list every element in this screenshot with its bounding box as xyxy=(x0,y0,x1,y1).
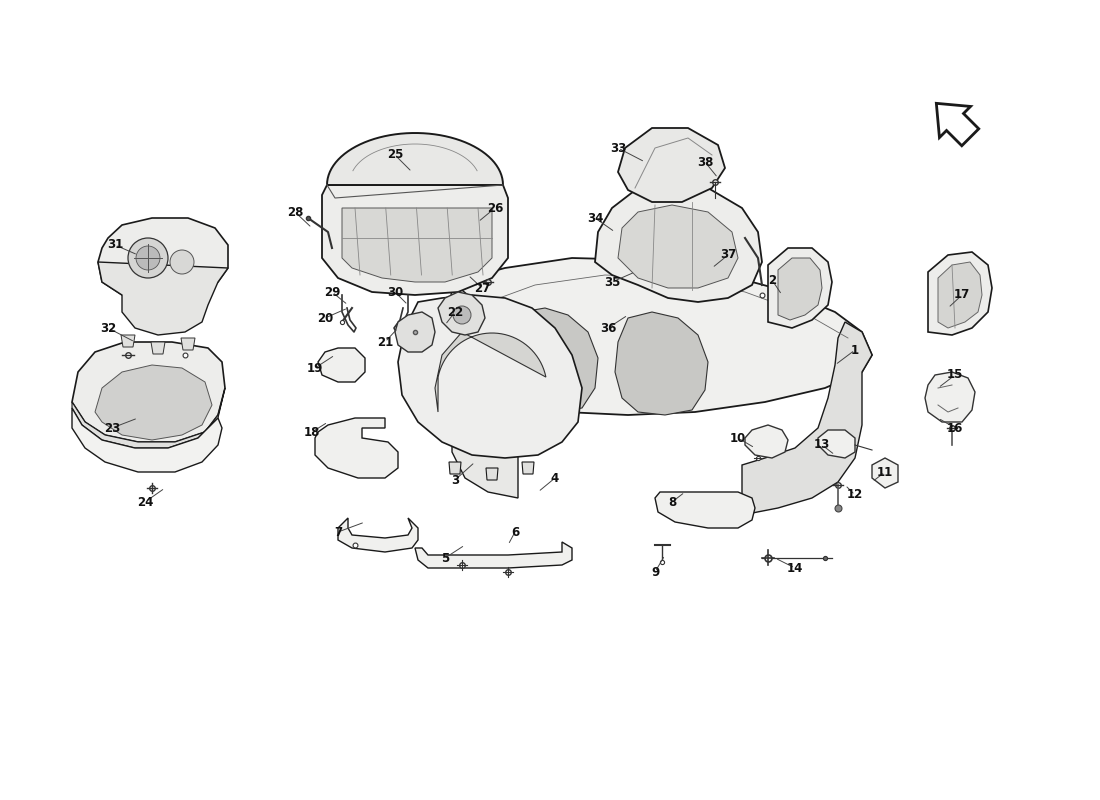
Polygon shape xyxy=(872,458,898,488)
Polygon shape xyxy=(338,518,418,552)
Text: 18: 18 xyxy=(304,426,320,438)
Polygon shape xyxy=(98,218,228,300)
Polygon shape xyxy=(415,542,572,568)
Polygon shape xyxy=(315,418,398,478)
Text: 4: 4 xyxy=(551,471,559,485)
Polygon shape xyxy=(938,262,982,328)
Text: 10: 10 xyxy=(730,431,746,445)
Text: 2: 2 xyxy=(768,274,777,286)
Polygon shape xyxy=(322,185,508,295)
Polygon shape xyxy=(508,308,598,412)
Text: 7: 7 xyxy=(334,526,342,538)
Circle shape xyxy=(170,250,194,274)
Text: 29: 29 xyxy=(323,286,340,298)
Text: 24: 24 xyxy=(136,495,153,509)
Text: 16: 16 xyxy=(947,422,964,434)
Text: 19: 19 xyxy=(307,362,323,374)
Polygon shape xyxy=(448,282,518,498)
Circle shape xyxy=(453,306,471,324)
Polygon shape xyxy=(434,332,546,412)
Text: 25: 25 xyxy=(387,149,404,162)
Polygon shape xyxy=(818,430,855,458)
Text: 32: 32 xyxy=(100,322,117,334)
Text: 27: 27 xyxy=(474,282,491,294)
Circle shape xyxy=(136,246,160,270)
Polygon shape xyxy=(928,252,992,335)
Polygon shape xyxy=(95,365,212,440)
Text: 12: 12 xyxy=(847,489,864,502)
Polygon shape xyxy=(936,103,979,146)
Polygon shape xyxy=(72,408,222,472)
Polygon shape xyxy=(618,128,725,202)
Polygon shape xyxy=(327,133,503,185)
Polygon shape xyxy=(121,335,135,347)
Text: 11: 11 xyxy=(877,466,893,478)
Text: 14: 14 xyxy=(786,562,803,574)
Text: 31: 31 xyxy=(107,238,123,251)
Text: 22: 22 xyxy=(447,306,463,318)
Text: 9: 9 xyxy=(651,566,659,578)
Text: 33: 33 xyxy=(609,142,626,154)
Text: 26: 26 xyxy=(487,202,503,214)
Text: 13: 13 xyxy=(814,438,830,451)
Text: 20: 20 xyxy=(317,311,333,325)
Polygon shape xyxy=(449,462,461,474)
Text: 21: 21 xyxy=(377,335,393,349)
Polygon shape xyxy=(778,258,822,320)
Text: 34: 34 xyxy=(586,211,603,225)
Polygon shape xyxy=(395,312,434,352)
Text: 17: 17 xyxy=(954,289,970,302)
Text: 15: 15 xyxy=(947,369,964,382)
Polygon shape xyxy=(618,205,738,288)
Text: 35: 35 xyxy=(604,275,620,289)
Polygon shape xyxy=(925,372,975,422)
Text: 3: 3 xyxy=(451,474,459,486)
Polygon shape xyxy=(438,292,485,335)
Text: 38: 38 xyxy=(696,155,713,169)
Polygon shape xyxy=(615,312,708,415)
Polygon shape xyxy=(398,295,582,458)
Polygon shape xyxy=(745,425,788,458)
Polygon shape xyxy=(742,322,872,515)
Polygon shape xyxy=(182,338,195,350)
Polygon shape xyxy=(72,388,225,448)
Polygon shape xyxy=(72,342,225,442)
Text: 28: 28 xyxy=(287,206,304,218)
Text: 36: 36 xyxy=(600,322,616,334)
Polygon shape xyxy=(98,262,228,335)
Polygon shape xyxy=(318,348,365,382)
Text: 5: 5 xyxy=(441,551,449,565)
Polygon shape xyxy=(342,208,492,282)
Circle shape xyxy=(128,238,168,278)
Text: 37: 37 xyxy=(719,249,736,262)
Text: 6: 6 xyxy=(510,526,519,538)
Polygon shape xyxy=(522,462,534,474)
Polygon shape xyxy=(448,258,872,415)
Text: 8: 8 xyxy=(668,495,676,509)
Text: 23: 23 xyxy=(103,422,120,434)
Polygon shape xyxy=(654,492,755,528)
Text: 30: 30 xyxy=(387,286,403,298)
Polygon shape xyxy=(151,342,165,354)
Polygon shape xyxy=(595,182,762,302)
Text: 1: 1 xyxy=(851,343,859,357)
Polygon shape xyxy=(768,248,832,328)
Polygon shape xyxy=(486,468,498,480)
